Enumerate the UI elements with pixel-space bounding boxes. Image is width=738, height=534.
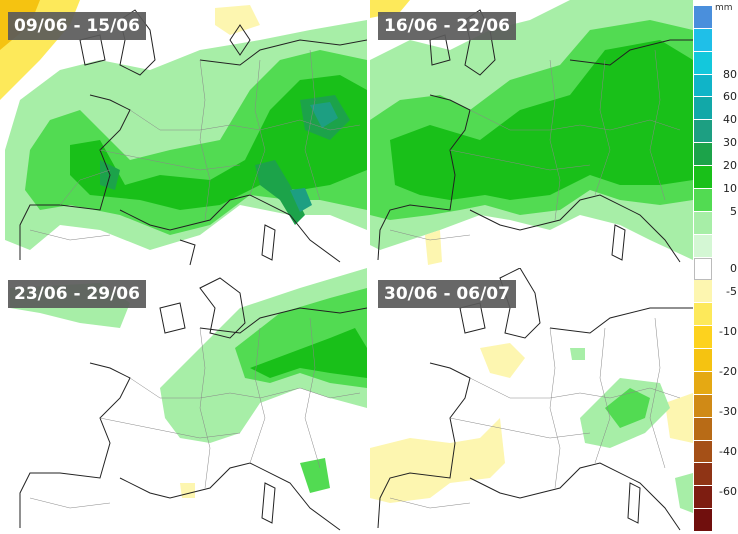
period-label: 23/06 - 29/06 [8, 280, 146, 308]
dry-anomaly-area [180, 483, 195, 498]
wet-anomaly-area [675, 473, 693, 513]
legend-tick-label: -30 [719, 404, 737, 418]
period-label: 16/06 - 22/06 [378, 12, 516, 40]
legend-color-box [694, 463, 712, 487]
border-lines [29, 317, 361, 509]
border-lines [389, 317, 681, 509]
color-scale-legend: mm 80 60 40 30 20 10 5 0 -5 -10 -20 -30 -40 -60 [693, 0, 738, 534]
wet-anomaly-area [605, 388, 650, 428]
legend-color-box [694, 51, 712, 75]
legend-color-box [694, 74, 712, 98]
map-panel-1: 09/06 - 15/06 [0, 0, 367, 266]
wet-anomaly-area [290, 188, 312, 212]
dry-anomaly-area [215, 5, 260, 35]
legend-color-box [694, 326, 712, 350]
wet-anomaly-area [70, 75, 367, 210]
legend-tick-label: -40 [719, 444, 737, 458]
dry-anomaly-area [425, 230, 442, 265]
legend-unit-label: mm [715, 3, 733, 13]
legend-color-box [694, 211, 712, 235]
border-lines [29, 49, 361, 241]
map-panel-4: 30/06 - 06/07 [370, 268, 737, 534]
legend-color-box [694, 6, 712, 29]
map-panel-3: 23/06 - 29/06 [0, 268, 367, 534]
wet-anomaly-area [390, 40, 693, 200]
panel-divider-horizontal [0, 266, 693, 268]
border-lines [389, 49, 681, 241]
legend-color-box [694, 371, 712, 395]
legend-color-box [694, 280, 712, 304]
coastlines [377, 268, 693, 531]
wet-anomaly-area [250, 328, 367, 378]
legend-tick-label: -60 [719, 484, 737, 498]
legend-color-box [694, 417, 712, 441]
legend-color-box [694, 120, 712, 144]
wet-anomaly-area [300, 458, 330, 493]
legend-tick-label: 10 [723, 181, 737, 195]
legend-color-box [694, 143, 712, 167]
legend-tick-label: -5 [726, 284, 737, 298]
map-panel-2-canvas [370, 0, 693, 265]
legend-color-box [694, 257, 712, 281]
map-panel-1-canvas [0, 0, 367, 266]
dry-anomaly-area [665, 393, 693, 443]
legend-color-box [694, 234, 712, 258]
legend-color-box [694, 303, 712, 327]
legend-tick-label: 80 [723, 67, 737, 81]
legend-tick-label: 20 [723, 159, 737, 173]
dry-anomaly-area [370, 418, 505, 503]
wet-anomaly-area [255, 160, 305, 225]
map-panel-4-canvas [370, 268, 693, 531]
legend-tick-label: -20 [719, 364, 737, 378]
legend-color-box [694, 28, 712, 52]
legend-tick-label: 0 [730, 262, 737, 275]
legend-color-box [694, 349, 712, 372]
legend-color-box [694, 440, 712, 464]
wet-anomaly-area [310, 102, 338, 128]
legend-color-box [694, 394, 712, 418]
coastlines [19, 277, 367, 531]
period-label: 09/06 - 15/06 [8, 12, 146, 40]
legend-tick-label: -10 [719, 324, 737, 338]
legend-color-box [694, 97, 712, 121]
legend-color-box [694, 486, 712, 510]
map-panel-2: 16/06 - 22/06 [370, 0, 737, 266]
legend-tick-label: 5 [730, 204, 737, 218]
wet-anomaly-area [570, 348, 585, 360]
legend-tick-label: 40 [723, 113, 737, 127]
legend-color-box [694, 509, 712, 532]
legend-tick-label: 60 [723, 90, 737, 104]
legend-tick-label: 30 [723, 136, 737, 150]
period-label: 30/06 - 06/07 [378, 280, 516, 308]
legend-color-box [694, 188, 712, 212]
dry-anomaly-area [480, 343, 525, 378]
legend-color-box [694, 166, 712, 189]
